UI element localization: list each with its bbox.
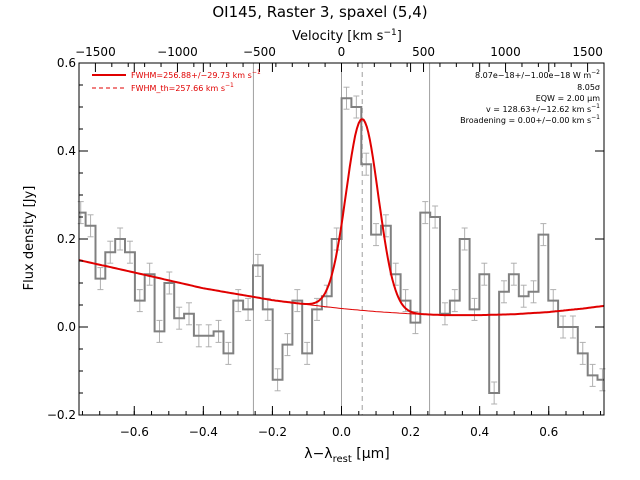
x-axis-label: λ−λrest [μm]: [304, 446, 389, 465]
annotation-velocity: v = 128.63+/−12.62 km s−1: [486, 103, 600, 114]
x-tick-label: −0.4: [189, 425, 218, 439]
y-tick-label: 0.2: [57, 232, 76, 246]
top-tick-label: 1500: [572, 45, 603, 59]
x-tick-label: 0.6: [539, 425, 558, 439]
x-tick-label: 0.0: [332, 425, 351, 439]
top-tick-label: 500: [412, 45, 435, 59]
top-tick-label: −1000: [157, 45, 198, 59]
annotation-significance: 8.05σ: [577, 83, 600, 92]
plot-area: −0.6 −0.4 −0.2 0.0 0.2 0.4 0.6 −0.2 0.0 0.2 0.4 0.6…: [47, 45, 606, 439]
gaussian-fit-line: [78, 118, 363, 305]
top-tick-label: −500: [243, 45, 276, 59]
gaussian-fit-line-wing: [361, 118, 605, 317]
annotation-eqw: EQW = 2.00 μm: [536, 94, 600, 103]
legend-label-fwhm: FWHM=256.88+/−29.73 km s−1: [131, 69, 261, 80]
x-tick-label: 0.4: [470, 425, 489, 439]
top-tick-label: 0: [338, 45, 346, 59]
y-tick-label: 0.6: [57, 56, 76, 70]
chart-title: OI145, Raster 3, spaxel (5,4): [212, 3, 427, 21]
svg-text:λ−λrest [μm]: λ−λrest [μm]: [304, 446, 389, 465]
top-tick-label: −1500: [75, 45, 116, 59]
y-tick-label: 0.0: [57, 320, 76, 334]
y-tick-label: −0.2: [47, 408, 76, 422]
x-tick-label: −0.6: [120, 425, 149, 439]
y-axis-label: Flux density [Jy]: [22, 186, 37, 291]
spectrum-histogram: [79, 97, 604, 394]
annotation-broadening: Broadening = 0.00+/−0.00 km s−1: [460, 114, 600, 125]
legend-label-fwhm-th: FWHM_th=257.66 km s−1: [131, 82, 234, 93]
fit-annotations: 8.07e−18+/−1.00e−18 W m−2 8.05σ EQW = 2.…: [460, 69, 600, 125]
y-tick-label: 0.4: [57, 144, 76, 158]
top-tick-label: 1000: [490, 45, 521, 59]
top-axis-label: Velocity [km s−1]: [292, 28, 402, 44]
legend: FWHM=256.88+/−29.73 km s−1 FWHM_th=257.6…: [92, 69, 261, 93]
annotation-line-flux: 8.07e−18+/−1.00e−18 W m−2: [475, 69, 600, 80]
x-tick-label: 0.2: [401, 425, 420, 439]
x-tick-label: −0.2: [258, 425, 287, 439]
